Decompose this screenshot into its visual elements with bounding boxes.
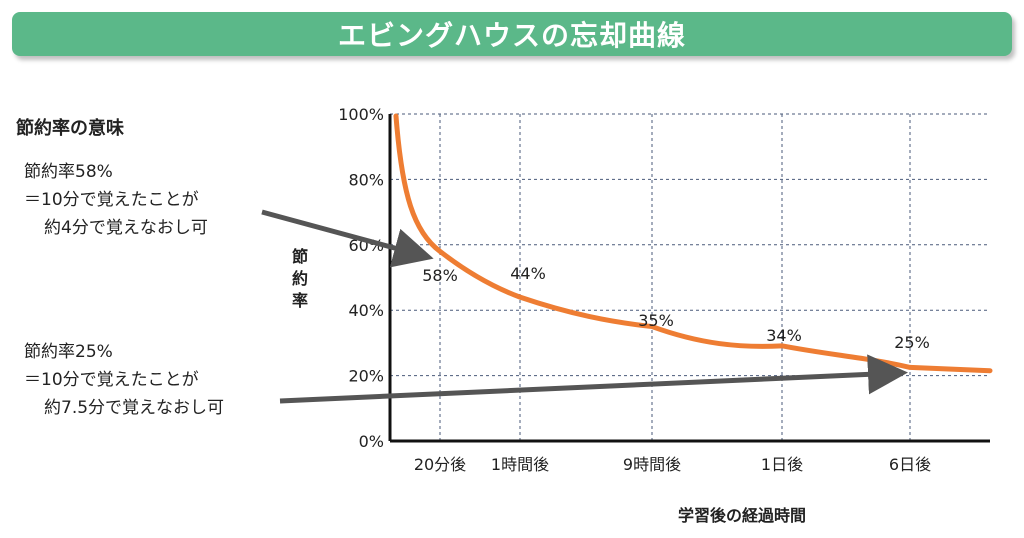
- data-label: 58%: [422, 266, 458, 285]
- data-labels: 58% 44% 35% 34% 25%: [422, 264, 930, 352]
- y-tick-label: 40%: [348, 301, 384, 320]
- savings-meaning-heading: 節約率の意味: [16, 118, 124, 139]
- x-tick-label: 1時間後: [491, 455, 549, 474]
- note-58-line1: 節約率58%: [24, 162, 113, 182]
- x-tick-label: 9時間後: [623, 455, 681, 474]
- y-tick-label: 0%: [359, 432, 384, 451]
- y-axis-title: 節約率: [291, 247, 308, 310]
- y-axis-title-char: 率: [292, 291, 308, 310]
- axes: 0%20%40%60%80%100%20分後 1時間後 9時間後 1日後 6日後: [338, 105, 990, 474]
- title-banner: エビングハウスの忘却曲線: [12, 12, 1012, 56]
- data-label: 34%: [766, 326, 802, 345]
- y-tick-label: 100%: [338, 105, 384, 124]
- x-axis-title: 学習後の経過時間: [678, 506, 806, 525]
- note-58: 節約率58% ＝10分で覚えたことが 約4分で覚えなおし可: [24, 158, 208, 242]
- x-tick-label: 6日後: [889, 455, 931, 474]
- note-58-line2: ＝10分で覚えたことが: [24, 190, 199, 210]
- arrow-58: [261, 209, 434, 268]
- y-axis-title-char: 約: [292, 269, 308, 288]
- data-label: 25%: [894, 333, 930, 352]
- note-58-line3: 約4分で覚えなおし可: [44, 218, 208, 238]
- x-tick-label: 1日後: [761, 455, 803, 474]
- note-25-line1: 節約率25%: [24, 342, 113, 362]
- y-tick-label: 20%: [348, 367, 384, 386]
- data-label: 44%: [510, 264, 546, 283]
- note-25: 節約率25% ＝10分で覚えたことが 約7.5分で覚えなおし可: [24, 338, 224, 422]
- data-label: 35%: [638, 311, 674, 330]
- note-25-line2: ＝10分で覚えたことが: [24, 370, 199, 390]
- y-tick-label: 80%: [348, 170, 384, 189]
- y-axis-title-char: 節: [291, 247, 308, 266]
- x-tick-label: 20分後: [414, 455, 466, 474]
- arrow-25: [279, 354, 908, 404]
- page-title: エビングハウスの忘却曲線: [337, 19, 686, 52]
- note-25-line3: 約7.5分で覚えなおし可: [44, 398, 225, 418]
